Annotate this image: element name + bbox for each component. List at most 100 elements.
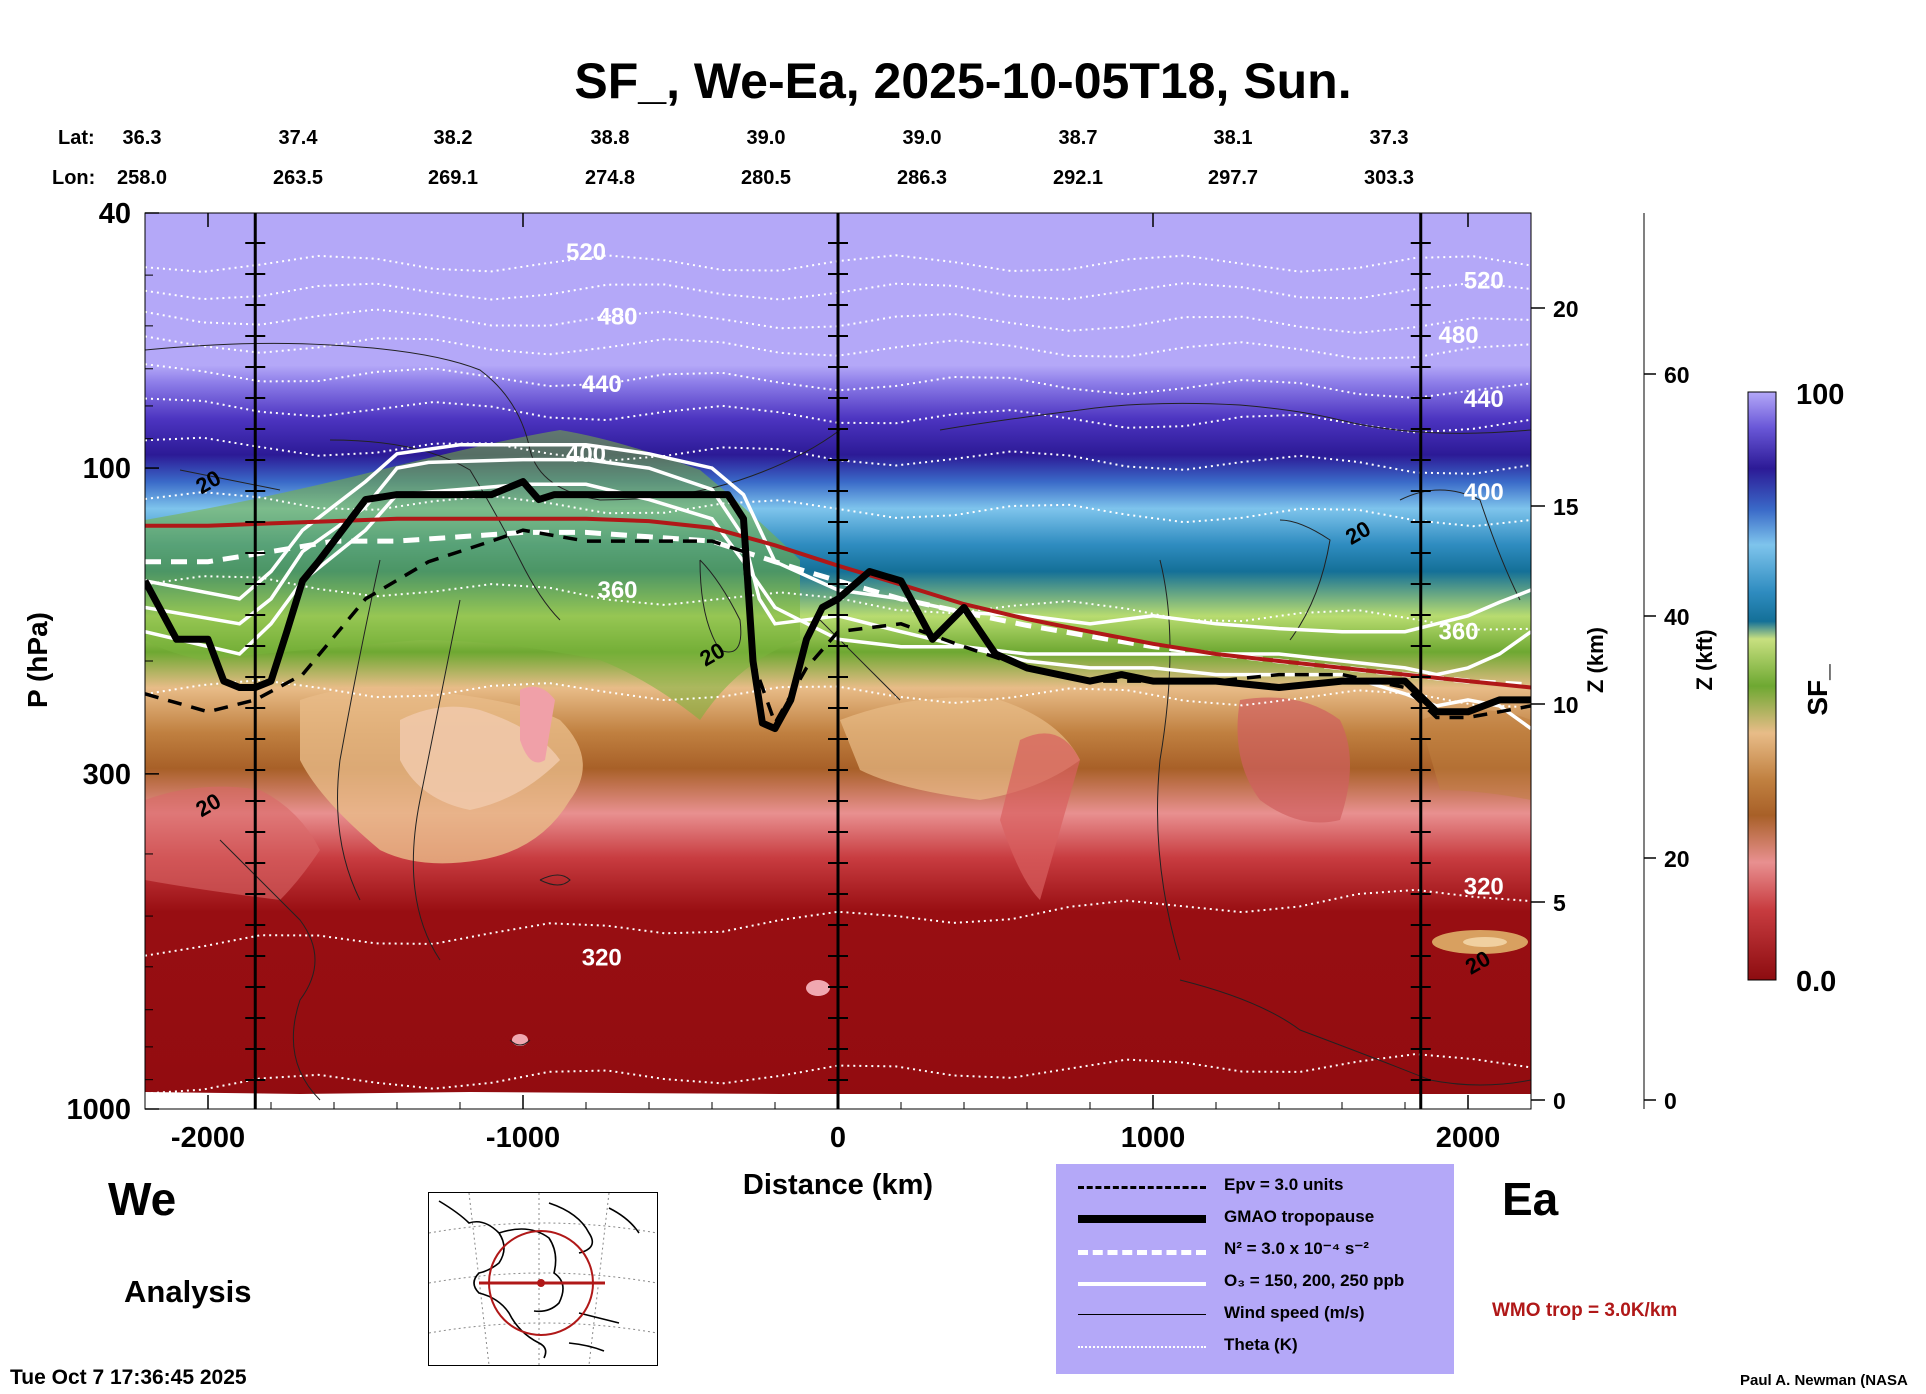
- lat-value-6: 38.7: [1059, 127, 1098, 149]
- field-blobs: [145, 430, 1531, 1109]
- theta-contour-500: [145, 281, 1531, 301]
- theta-contours: [145, 254, 1531, 1095]
- lon-value-2: 269.1: [428, 167, 478, 189]
- legend-swatch-wind: [1078, 1314, 1206, 1315]
- theta-label-3: 400: [566, 441, 606, 468]
- theta-contour-340: [145, 679, 1531, 709]
- lat-value-8: 37.3: [1370, 127, 1409, 149]
- z-kft-tick-label-1: 20: [1664, 846, 1690, 872]
- theta-label-8: 440: [1464, 386, 1504, 413]
- y-tick-label-0: 40: [99, 198, 131, 230]
- east-end-label: Ea: [1502, 1173, 1559, 1225]
- lat-value-7: 38.1: [1214, 127, 1253, 149]
- y-tick-label-1: 100: [83, 453, 131, 485]
- theta-label-9: 400: [1464, 479, 1504, 506]
- z-kft-tick-label-2: 40: [1664, 604, 1690, 630]
- legend-item-epv: Epv = 3.0 units: [1056, 1172, 1454, 1202]
- x-tick-label-1: -1000: [486, 1122, 560, 1154]
- theta-contour-360: [145, 575, 1531, 631]
- lat-value-3: 38.8: [591, 127, 630, 149]
- x-axis-label: Distance (km): [743, 1169, 933, 1201]
- y-tick-label-2: 300: [83, 759, 131, 791]
- theta-label-1: 480: [597, 303, 637, 330]
- legend-swatch-epv: [1078, 1186, 1206, 1189]
- z-km-axis-label: Z (km): [1583, 627, 1608, 693]
- vertical-reference-lines: [245, 213, 1431, 1109]
- theta-label-10: 360: [1439, 619, 1479, 646]
- z-km-tick-label-4: 20: [1553, 296, 1579, 322]
- lat-value-2: 38.2: [434, 127, 473, 149]
- legend-label-o3: O₃ = 150, 200, 250 ppb: [1224, 1271, 1405, 1290]
- legend-item-o3: O₃ = 150, 200, 250 ppb: [1056, 1268, 1454, 1298]
- author-credit: Paul A. Newman (NASA: [1740, 1372, 1908, 1389]
- theta-label-7: 480: [1439, 322, 1479, 349]
- lon-value-4: 280.5: [741, 167, 791, 189]
- x-tick-label-3: 1000: [1121, 1122, 1186, 1154]
- lat-value-5: 39.0: [903, 127, 942, 149]
- z-kft-tick-label-3: 60: [1664, 362, 1690, 388]
- west-end-label: We: [108, 1173, 177, 1225]
- legend-item-wind: Wind speed (m/s): [1056, 1300, 1454, 1330]
- gmao-tropopause-line: [145, 478, 1531, 733]
- theta-label-0: 520: [566, 239, 606, 266]
- location-minimap: [428, 1192, 658, 1366]
- wmo-tropopause-note: WMO trop = 3.0K/km: [1492, 1300, 1678, 1321]
- z-km-tick-label-0: 0: [1553, 1088, 1566, 1114]
- legend-item-n2: N² = 3.0 x 10⁻⁴ s⁻²: [1056, 1236, 1454, 1266]
- lat-value-1: 37.4: [279, 127, 319, 149]
- lon-value-1: 263.5: [273, 167, 323, 189]
- lat-value-4: 39.0: [747, 127, 786, 149]
- colorbar-max-label: 100: [1796, 379, 1844, 411]
- theta-contour-380: [145, 491, 1531, 528]
- legend: Epv = 3.0 units GMAO tropopause N² = 3.0…: [1056, 1164, 1454, 1374]
- legend-swatch-theta: [1078, 1346, 1206, 1348]
- theta-label-4: 360: [597, 577, 637, 604]
- lon-value-8: 303.3: [1364, 167, 1414, 189]
- theta-contour-320: [145, 888, 1531, 957]
- x-tick-label-0: -2000: [171, 1122, 245, 1154]
- colorbar-title: SF_: [1802, 664, 1833, 716]
- epv-line: [145, 528, 1531, 728]
- legend-swatch-o3: [1078, 1282, 1206, 1286]
- legend-swatch-n2: [1078, 1250, 1206, 1255]
- theta-label-2: 440: [582, 371, 622, 398]
- y-tick-label-3: 1000: [66, 1094, 131, 1126]
- lon-value-5: 286.3: [897, 167, 947, 189]
- lon-value-6: 292.1: [1053, 167, 1103, 189]
- y-axis-label: P (hPa): [22, 612, 53, 708]
- timestamp: Tue Oct 7 17:36:45 2025: [10, 1366, 247, 1389]
- legend-swatch-tropopause: [1078, 1215, 1206, 1223]
- legend-label-theta: Theta (K): [1224, 1335, 1298, 1354]
- z-km-tick-label-2: 10: [1553, 692, 1579, 718]
- z-km-tick-label-3: 15: [1553, 494, 1579, 520]
- axes: -2000 -1000 0 1000 2000 40 100 300 1000 0 5 10 15 20 0…: [66, 198, 1689, 1154]
- theta-contour-480: [145, 308, 1531, 334]
- chart-title: SF_, We-Ea, 2025-10-05T18, Sun.: [574, 53, 1352, 109]
- lat-label: Lat:: [58, 127, 95, 149]
- lat-value-0: 36.3: [123, 127, 162, 149]
- z-kft-axis-label: Z (kft): [1692, 629, 1717, 690]
- lon-value-0: 258.0: [117, 167, 167, 189]
- theta-label-11: 320: [1464, 874, 1504, 901]
- x-tick-label-4: 2000: [1436, 1122, 1501, 1154]
- wind-contours: [145, 342, 1531, 1101]
- analysis-label: Analysis: [124, 1274, 252, 1309]
- legend-label-wind: Wind speed (m/s): [1224, 1303, 1365, 1322]
- legend-label-epv: Epv = 3.0 units: [1224, 1175, 1344, 1194]
- lon-value-7: 297.7: [1208, 167, 1258, 189]
- legend-label-n2: N² = 3.0 x 10⁻⁴ s⁻²: [1224, 1239, 1369, 1258]
- z-kft-tick-label-0: 0: [1664, 1088, 1677, 1114]
- theta-label-5: 320: [582, 944, 622, 971]
- x-tick-label-2: 0: [830, 1122, 846, 1154]
- legend-item-tropopause: GMAO tropopause: [1056, 1204, 1454, 1234]
- z-km-tick-label-1: 5: [1553, 890, 1566, 916]
- minimap-graphic: [429, 1193, 657, 1365]
- colorbar: [1747, 391, 1777, 981]
- colorbar-min-label: 0.0: [1796, 966, 1836, 998]
- legend-item-theta: Theta (K): [1056, 1332, 1454, 1362]
- legend-label-tropopause: GMAO tropopause: [1224, 1207, 1375, 1226]
- lon-value-3: 274.8: [585, 167, 635, 189]
- lon-label: Lon:: [52, 167, 95, 189]
- theta-label-6: 520: [1464, 268, 1504, 295]
